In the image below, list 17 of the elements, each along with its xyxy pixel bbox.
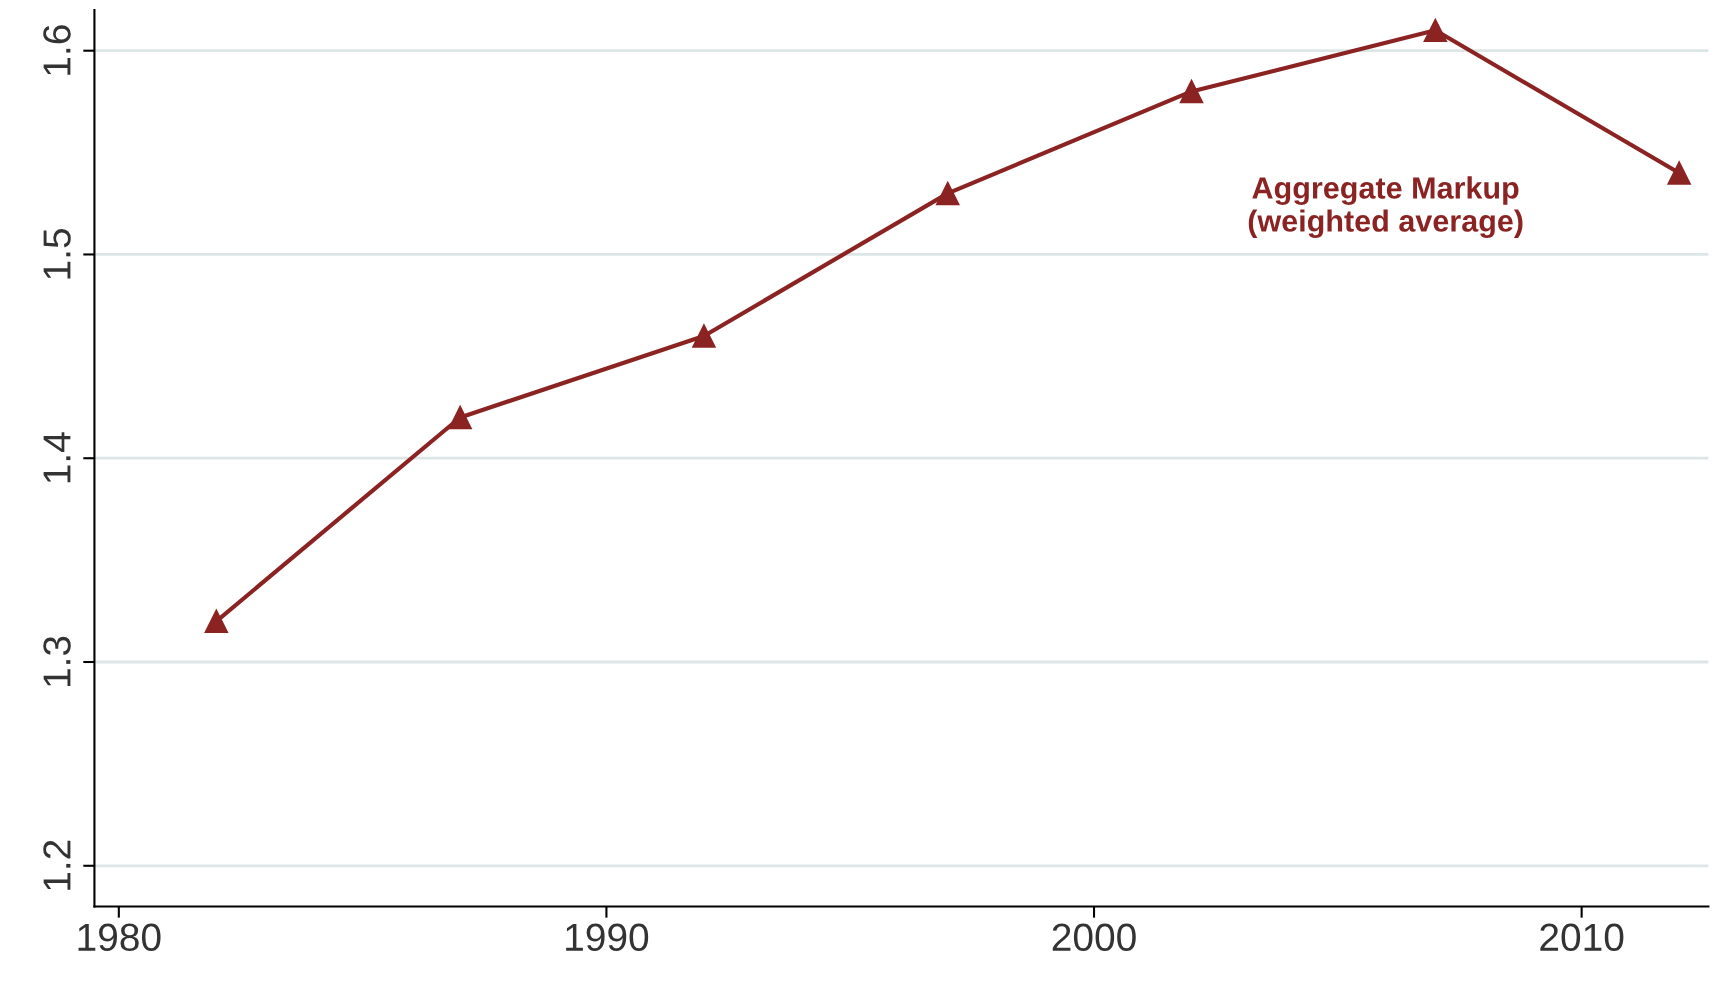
y-tick-label: 1.6 <box>43 25 71 75</box>
y-tick-label: 1.4 <box>43 432 71 483</box>
point <box>935 181 960 206</box>
point <box>1179 79 1204 104</box>
x-tick-label: 2010 <box>1540 923 1624 952</box>
point <box>448 405 472 430</box>
point <box>692 324 716 348</box>
y-tick-label: 1.3 <box>43 636 71 687</box>
point <box>1667 161 1691 185</box>
point <box>1423 18 1448 43</box>
y-tick-label: 1.2 <box>43 840 71 890</box>
point <box>204 609 229 634</box>
x-tick-label: 1980 <box>78 923 161 952</box>
y-tick-label: 1.5 <box>43 229 71 279</box>
text: Aggregate Markup (weighted average) <box>1248 176 1523 239</box>
x-tick-label: 1990 <box>566 923 649 952</box>
x-tick-label: 2000 <box>1052 923 1136 952</box>
